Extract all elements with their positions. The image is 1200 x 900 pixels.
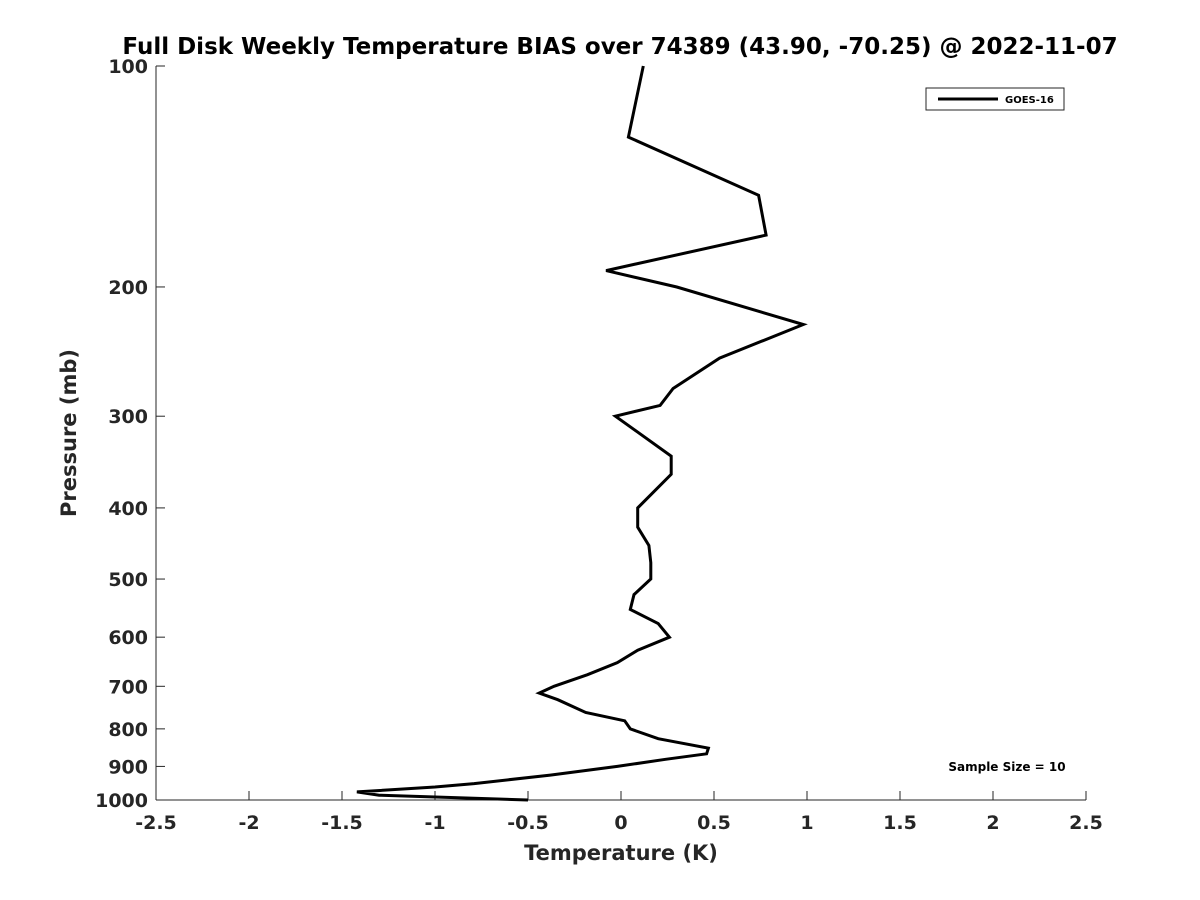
x-tick-label: -1.5 — [321, 812, 363, 834]
plot-axes — [155, 66, 1086, 801]
x-tick-label: -0.5 — [507, 812, 549, 834]
x-axis-label: Temperature (K) — [524, 841, 718, 865]
y-tick-label: 100 — [108, 56, 148, 78]
y-tick-label: 400 — [108, 498, 148, 520]
chart-title: Full Disk Weekly Temperature BIAS over 7… — [122, 34, 1117, 60]
y-tick-label: 300 — [108, 406, 148, 428]
y-axis-label: Pressure (mb) — [57, 349, 81, 517]
x-tick-label: -2.5 — [135, 812, 177, 834]
y-tick-label: 700 — [108, 676, 148, 698]
sample-size-annotation: Sample Size = 10 — [948, 760, 1065, 774]
y-tick-label: 600 — [108, 627, 148, 649]
x-ticks: -2.5 -2 -1.5 -1 -0.5 0 0.5 1 1.5 2 2.5 — [135, 791, 1103, 834]
legend-label: GOES-16 — [1005, 95, 1054, 106]
y-tick-label: 200 — [108, 277, 148, 299]
x-tick-label: 2.5 — [1069, 812, 1103, 834]
series-layer — [356, 65, 808, 802]
x-tick-label: 1.5 — [883, 812, 917, 834]
y-tick-label: 500 — [108, 569, 148, 591]
y-ticks: 100 200 300 400 500 600 700 800 900 1000 — [95, 56, 165, 812]
x-tick-label: -1 — [424, 812, 445, 834]
x-tick-label: 2 — [986, 812, 999, 834]
x-tick-label: 0.5 — [697, 812, 731, 834]
series-line-goes-16 — [356, 65, 808, 802]
x-tick-label: 0 — [614, 812, 627, 834]
x-tick-label: 1 — [800, 812, 813, 834]
y-tick-label: 800 — [108, 719, 148, 741]
y-tick-label: 1000 — [95, 790, 148, 812]
legend: GOES-16 — [925, 87, 1065, 111]
x-tick-label: -2 — [238, 812, 259, 834]
y-tick-label: 900 — [108, 756, 148, 778]
